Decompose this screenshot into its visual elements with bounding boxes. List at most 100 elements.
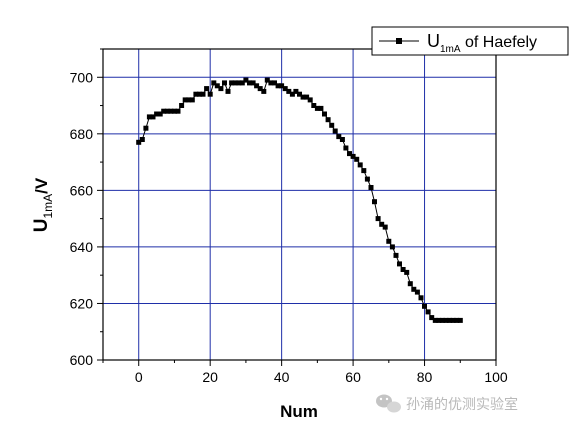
legend-label: U1mA of Haefely	[427, 31, 537, 55]
data-point-84	[436, 317, 442, 323]
legend-label-rest: of Haefely	[461, 34, 537, 51]
data-point-7	[161, 108, 167, 114]
y-tick-label-660: 660	[70, 182, 94, 198]
data-point-13	[182, 97, 188, 103]
data-point-69	[382, 224, 388, 230]
data-point-9	[168, 108, 174, 114]
data-point-37	[268, 80, 274, 86]
data-point-36	[264, 77, 270, 83]
data-point-58	[343, 145, 349, 151]
data-point-47	[304, 94, 310, 100]
data-point-25	[225, 88, 231, 94]
y-axis-title-sub: 1mA	[41, 194, 55, 219]
data-point-68	[379, 221, 385, 227]
y-axis-title-unit: /V	[32, 177, 51, 194]
data-point-28	[236, 80, 242, 86]
data-point-45	[297, 91, 302, 97]
data-point-90	[457, 317, 463, 323]
data-point-14	[186, 97, 192, 103]
data-point-31	[247, 80, 252, 86]
data-point-86	[443, 317, 449, 323]
legend-label-sub: 1mA	[440, 44, 461, 55]
x-tick-label-20: 20	[202, 369, 218, 385]
data-point-20	[207, 91, 213, 97]
data-point-49	[311, 103, 317, 108]
data-point-67	[375, 216, 381, 222]
plot-frame	[102, 48, 497, 361]
data-point-83	[432, 317, 438, 323]
data-point-29	[239, 80, 245, 86]
x-tick-label-60: 60	[345, 369, 361, 385]
data-point-17	[197, 91, 202, 97]
wechat-icon	[376, 394, 401, 413]
data-point-82	[429, 315, 435, 321]
data-point-52	[322, 111, 327, 117]
y-axis-title-main: U	[31, 219, 52, 233]
data-point-87	[447, 317, 453, 323]
data-point-64	[364, 176, 370, 182]
data-point-23	[218, 86, 224, 92]
data-point-74	[400, 267, 406, 272]
data-point-12	[179, 103, 185, 108]
data-point-15	[189, 97, 195, 103]
grid	[103, 49, 496, 360]
data-point-41	[282, 86, 288, 92]
data-point-60	[350, 153, 356, 159]
data-point-46	[300, 94, 306, 100]
y-tick-label-700: 700	[70, 69, 94, 85]
data-point-88	[450, 317, 456, 323]
axis-ticks	[97, 48, 497, 366]
y-tick-labels: 600 620 640 660 680 700	[70, 69, 94, 368]
data-point-30	[243, 77, 249, 83]
data-point-39	[275, 83, 281, 89]
data-point-3	[146, 114, 152, 120]
data-point-81	[425, 309, 431, 315]
data-point-43	[289, 91, 295, 97]
data-point-80	[422, 303, 427, 309]
data-point-40	[279, 83, 285, 89]
data-point-56	[336, 134, 342, 140]
data-point-26	[229, 80, 235, 86]
data-point-33	[254, 83, 260, 89]
data-point-1	[139, 137, 145, 142]
data-point-71	[389, 244, 395, 250]
data-point-62	[357, 162, 363, 168]
data-point-48	[307, 97, 313, 103]
data-point-70	[386, 238, 392, 244]
data-point-66	[372, 199, 377, 205]
data-point-77	[411, 286, 417, 292]
legend-marker-sample	[396, 38, 402, 44]
data-point-11	[175, 108, 181, 114]
data-point-34	[257, 86, 263, 92]
y-tick-label-600: 600	[70, 352, 94, 368]
data-point-32	[250, 80, 256, 86]
data-point-42	[286, 88, 292, 94]
data-point-44	[293, 88, 299, 94]
data-point-75	[404, 269, 410, 275]
watermark: 孙涌的优测实验室	[376, 394, 518, 413]
data-point-85	[439, 317, 445, 323]
data-point-19	[204, 86, 210, 92]
data-point-22	[214, 83, 220, 89]
legend-label-main: U	[427, 31, 440, 51]
data-point-38	[272, 80, 277, 86]
data-point-78	[414, 289, 420, 295]
data-point-76	[407, 281, 413, 287]
x-axis-title: Num	[280, 402, 318, 421]
data-point-18	[200, 91, 206, 97]
watermark-text: 孙涌的优测实验室	[406, 396, 518, 413]
y-tick-label-640: 640	[70, 239, 94, 255]
data-point-35	[261, 88, 267, 94]
x-tick-label-40: 40	[274, 369, 290, 385]
data-point-57	[339, 137, 345, 142]
data-point-73	[397, 261, 402, 267]
y-axis-title: U1mA/V	[31, 177, 55, 232]
data-point-4	[150, 114, 156, 120]
series-markers	[136, 77, 463, 323]
x-tick-label-80: 80	[417, 369, 433, 385]
data-point-10	[172, 108, 177, 114]
data-point-16	[193, 91, 199, 97]
data-point-6	[157, 111, 163, 117]
y-tick-label-620: 620	[70, 295, 94, 311]
legend: U1mA of Haefely	[371, 26, 569, 56]
